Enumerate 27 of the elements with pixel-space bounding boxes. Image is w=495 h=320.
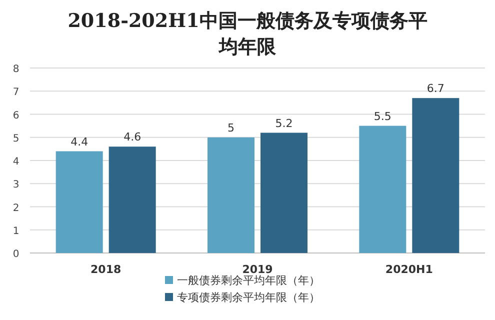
data-label: 5.5 — [374, 110, 392, 123]
bar — [412, 98, 460, 253]
data-label: 4.4 — [70, 135, 88, 148]
data-label: 6.7 — [426, 82, 444, 96]
data-label: 5.2 — [275, 116, 293, 130]
bar — [208, 137, 254, 253]
bar — [56, 151, 103, 253]
bar — [260, 132, 308, 253]
bar — [359, 126, 406, 253]
legend-label: 专项债券剩余平均年限（年） — [177, 291, 320, 304]
y-tick-label: 7 — [12, 87, 20, 98]
bar — [108, 146, 156, 253]
x-tick-label: 2019 — [242, 263, 273, 276]
y-tick-label: 1 — [12, 226, 20, 237]
y-tick-label: 4 — [12, 156, 20, 168]
data-label: 5 — [228, 121, 234, 134]
data-label: 4.6 — [124, 130, 142, 144]
y-tick-label: 3 — [12, 180, 20, 191]
y-tick-label: 0 — [12, 249, 20, 260]
y-tick-label: 5 — [12, 133, 20, 144]
y-tick-label: 8 — [12, 64, 20, 75]
legend-label: 一般债券剩余平均年限（年） — [177, 274, 320, 287]
y-tick-label: 6 — [12, 110, 20, 122]
x-tick-label: 2020H1 — [385, 263, 433, 276]
y-tick-label: 2 — [12, 202, 20, 214]
chart-title: 2018-202H1中国一般债务及专项债务平均年限 — [66, 9, 428, 60]
x-tick-label: 2018 — [90, 263, 122, 276]
